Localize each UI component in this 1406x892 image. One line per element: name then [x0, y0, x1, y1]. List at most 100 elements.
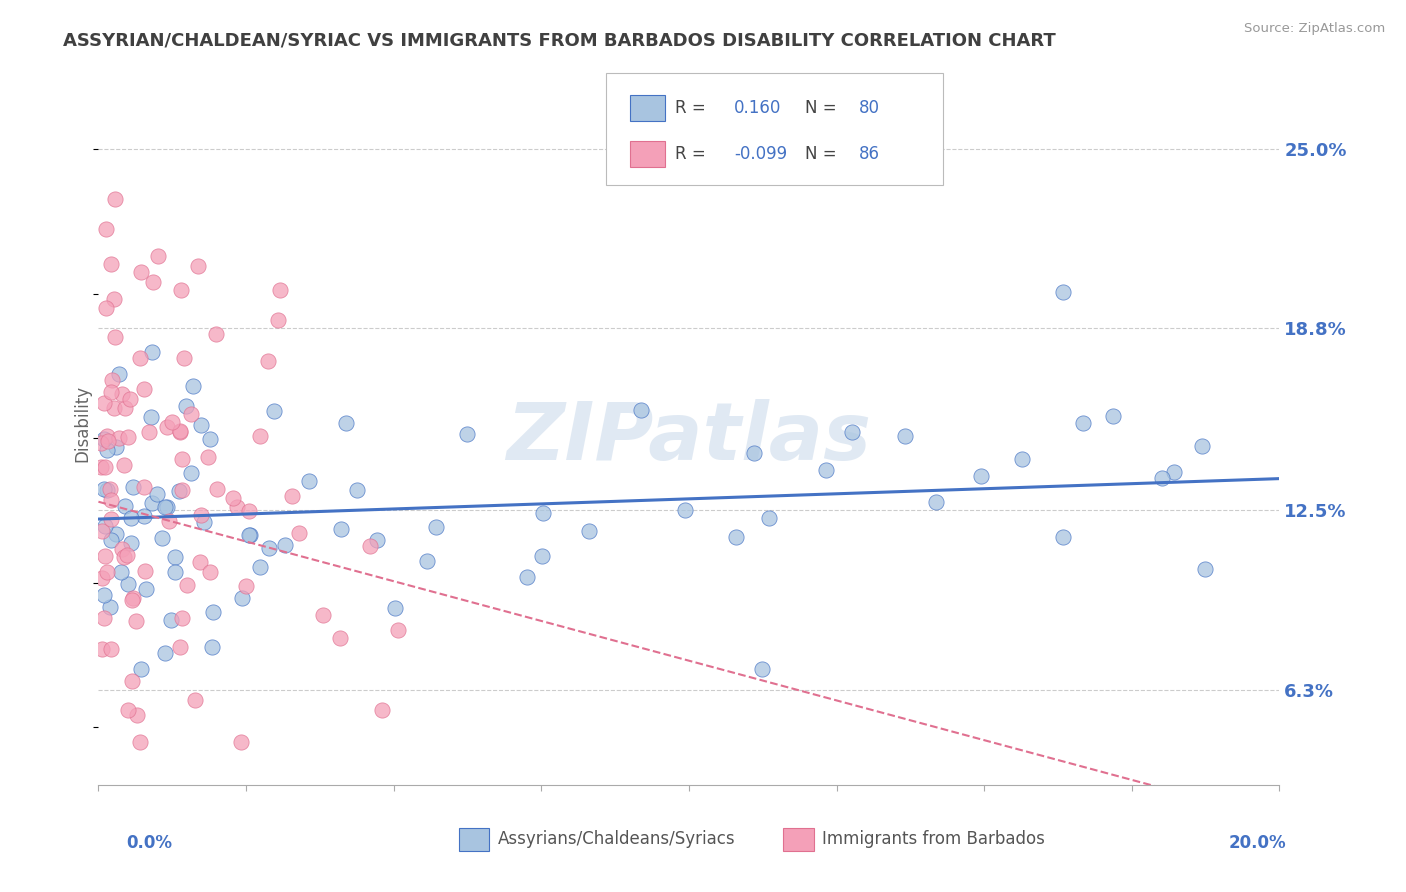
Point — [170, 283, 193, 297]
Point — [112, 550, 135, 565]
Point — [366, 533, 388, 548]
Point — [148, 249, 170, 263]
Point — [160, 613, 183, 627]
Point — [141, 496, 163, 510]
Point — [104, 330, 127, 344]
Point — [630, 402, 652, 417]
Point — [134, 564, 156, 578]
Point — [129, 734, 152, 748]
Point — [142, 275, 165, 289]
Point — [231, 734, 253, 748]
Point — [122, 480, 145, 494]
Point — [150, 531, 173, 545]
Point — [180, 407, 202, 421]
Point — [90, 435, 112, 450]
Point — [141, 345, 163, 359]
Point — [578, 524, 600, 539]
Point — [925, 494, 948, 508]
Point — [201, 605, 224, 619]
Point — [238, 528, 260, 542]
Text: R =: R = — [675, 99, 711, 117]
Point — [96, 429, 118, 443]
Point — [104, 192, 127, 206]
Point — [153, 647, 176, 661]
Point — [263, 404, 285, 418]
Text: Immigrants from Barbados: Immigrants from Barbados — [823, 830, 1045, 848]
Point — [169, 425, 191, 439]
Point — [257, 354, 280, 368]
Point — [675, 503, 697, 517]
Point — [416, 554, 439, 568]
Point — [114, 401, 136, 415]
Point — [121, 591, 143, 606]
Point — [100, 257, 122, 271]
Point — [93, 432, 115, 446]
Point — [190, 508, 212, 523]
Point — [1150, 470, 1173, 484]
Text: 0.160: 0.160 — [734, 99, 782, 117]
Point — [139, 410, 162, 425]
Point — [93, 482, 115, 496]
Point — [155, 500, 177, 515]
Text: 20.0%: 20.0% — [1229, 834, 1286, 852]
Point — [238, 504, 260, 518]
Point — [1071, 417, 1094, 431]
Point — [125, 707, 148, 722]
Point — [120, 536, 142, 550]
Point — [346, 483, 368, 498]
Point — [125, 615, 148, 629]
Point — [90, 570, 112, 584]
Point — [103, 401, 125, 416]
Point — [257, 541, 280, 556]
Point — [93, 610, 115, 624]
Point — [100, 642, 122, 657]
FancyBboxPatch shape — [630, 141, 665, 167]
Point — [456, 427, 478, 442]
Point — [198, 432, 221, 446]
Point — [93, 395, 115, 409]
FancyBboxPatch shape — [606, 73, 943, 186]
Point — [222, 491, 245, 506]
Text: ASSYRIAN/CHALDEAN/SYRIAC VS IMMIGRANTS FROM BARBADOS DISABILITY CORRELATION CHAR: ASSYRIAN/CHALDEAN/SYRIAC VS IMMIGRANTS F… — [63, 32, 1056, 50]
Text: 0.0%: 0.0% — [127, 834, 173, 852]
Point — [235, 579, 257, 593]
Point — [129, 264, 152, 278]
Point — [267, 312, 290, 326]
Point — [94, 460, 117, 475]
Point — [120, 511, 142, 525]
Point — [188, 555, 211, 569]
FancyBboxPatch shape — [783, 828, 814, 851]
Point — [312, 607, 335, 622]
Point — [201, 640, 224, 655]
Point — [269, 283, 291, 297]
Point — [163, 549, 186, 564]
Point — [329, 631, 352, 645]
Point — [815, 463, 838, 477]
Point — [371, 703, 394, 717]
Point — [114, 500, 136, 514]
Point — [183, 693, 205, 707]
Point — [117, 703, 139, 717]
Point — [111, 541, 134, 556]
Text: Assyrians/Chaldeans/Syriacs: Assyrians/Chaldeans/Syriacs — [498, 830, 735, 848]
Point — [112, 458, 135, 473]
Point — [100, 384, 122, 399]
Point — [111, 387, 134, 401]
Point — [190, 417, 212, 432]
Point — [108, 368, 131, 382]
Text: ZIPatlas: ZIPatlas — [506, 399, 872, 477]
Point — [100, 512, 122, 526]
Point — [100, 599, 122, 614]
Point — [281, 490, 304, 504]
Text: 80: 80 — [859, 99, 880, 117]
Point — [1052, 285, 1074, 299]
Point — [205, 482, 228, 496]
Point — [94, 301, 117, 315]
Point — [117, 430, 139, 444]
Point — [1194, 562, 1216, 576]
Point — [1163, 465, 1185, 479]
Point — [160, 415, 183, 429]
Point — [132, 481, 155, 495]
Point — [117, 576, 139, 591]
Point — [172, 483, 194, 497]
